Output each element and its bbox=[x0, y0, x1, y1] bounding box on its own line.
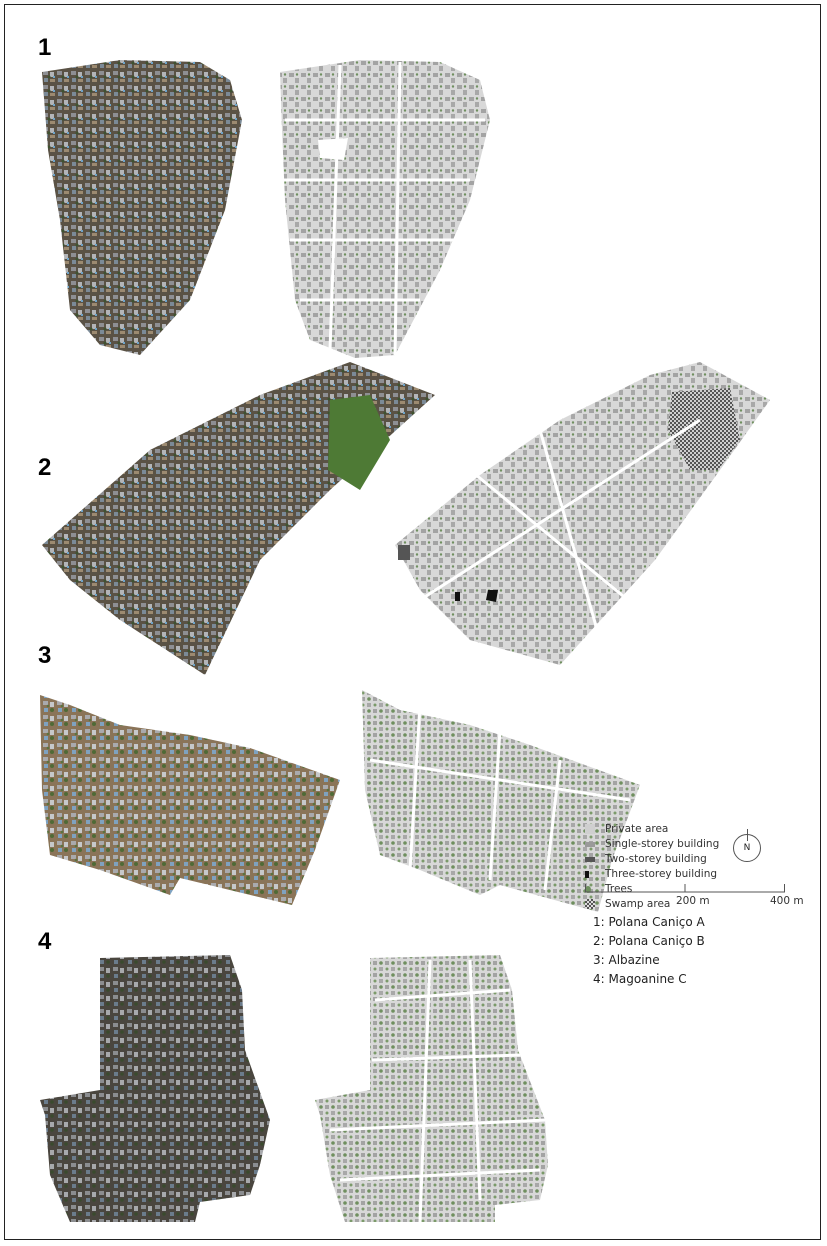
panel-number-1: 1 bbox=[38, 34, 52, 61]
checkered-swamp-icon bbox=[585, 899, 595, 909]
north-label: N bbox=[743, 843, 751, 853]
north-arrow-icon: N bbox=[733, 829, 761, 862]
key-item-3: 3: Albazine bbox=[593, 953, 660, 967]
legend-item-single-storey: Single-storey building bbox=[585, 838, 719, 850]
gray-building-icon bbox=[585, 841, 595, 847]
legend-item-swamp: Swamp area bbox=[585, 898, 670, 910]
light-gray-square-icon bbox=[585, 824, 595, 834]
panel-number-3: 3 bbox=[38, 642, 52, 669]
legend-item-private-area: Private area bbox=[585, 823, 668, 835]
legend-label: Three-storey building bbox=[605, 868, 718, 880]
dark-gray-building-icon bbox=[585, 856, 595, 862]
plan-map-2 bbox=[395, 362, 770, 665]
key-item-1: 1: Polana Caniço A bbox=[593, 915, 705, 929]
legend-label: Two-storey building bbox=[605, 853, 707, 865]
black-building-icon bbox=[585, 870, 589, 878]
scale-tick-label-200: 200 m bbox=[676, 895, 710, 907]
aerial-map-4 bbox=[40, 955, 270, 1222]
scale-bar bbox=[585, 884, 785, 893]
key-item-2: 2: Polana Caniço B bbox=[593, 934, 705, 948]
legend-label: Private area bbox=[605, 823, 669, 835]
plan-map-1 bbox=[280, 60, 490, 358]
legend-label: Swamp area bbox=[605, 898, 671, 910]
panel-number-4: 4 bbox=[38, 928, 52, 955]
legend-item-three-storey: Three-storey building bbox=[585, 868, 717, 880]
legend-label: Single-storey building bbox=[605, 838, 720, 850]
panel-number-2: 2 bbox=[38, 454, 52, 481]
aerial-map-3 bbox=[40, 695, 340, 905]
tree-icon bbox=[585, 885, 591, 893]
key-item-4: 4: Magoanine C bbox=[593, 972, 687, 986]
plan-map-4 bbox=[315, 955, 548, 1223]
scale-tick-label-400: 400 m bbox=[770, 895, 804, 907]
plan-map-3 bbox=[362, 690, 640, 912]
legend-item-two-storey: Two-storey building bbox=[585, 853, 707, 865]
aerial-map-1 bbox=[42, 60, 242, 355]
